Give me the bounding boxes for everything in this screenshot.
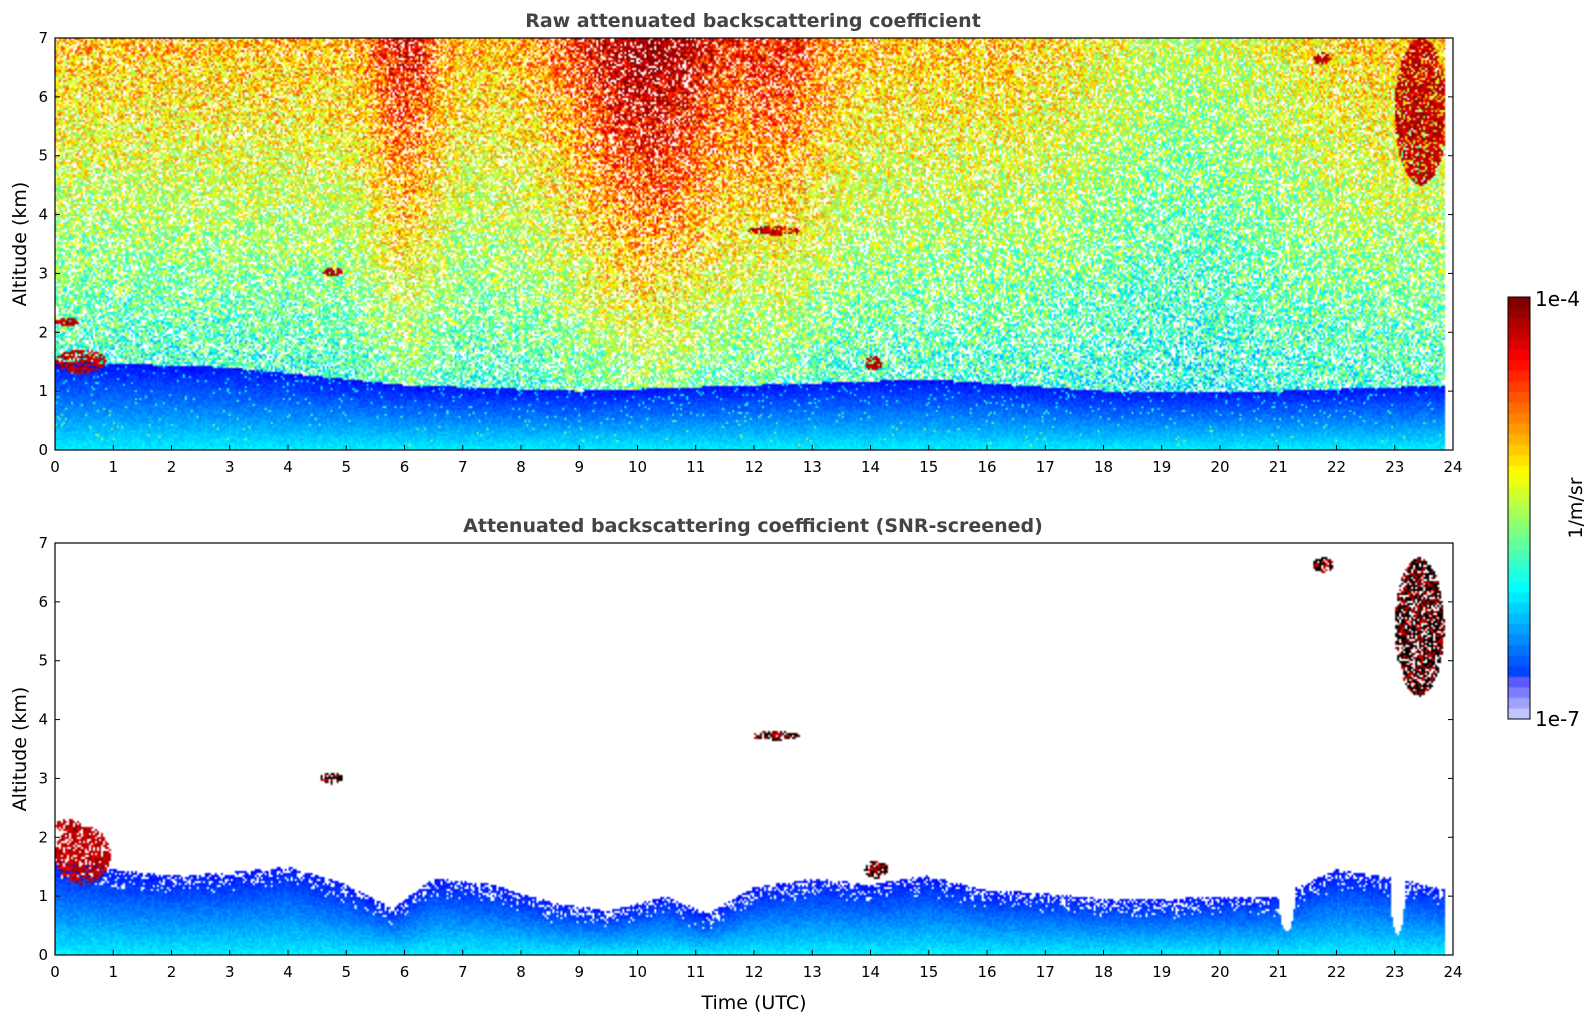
y-tick-label: 1 — [38, 887, 48, 905]
y-tick-label: 0 — [38, 441, 48, 459]
y-tick-label: 0 — [38, 946, 48, 964]
top-ylabel: Altitude (km) — [9, 182, 31, 307]
x-tick-label: 14 — [861, 458, 880, 476]
x-tick-label: 9 — [574, 963, 584, 981]
x-tick-label: 17 — [1036, 458, 1055, 476]
x-tick-label: 0 — [50, 458, 60, 476]
x-tick-label: 2 — [167, 458, 177, 476]
y-tick-label: 7 — [38, 534, 48, 552]
x-tick-label: 7 — [458, 458, 468, 476]
x-tick-label: 10 — [628, 458, 647, 476]
bottom-ylabel: Altitude (km) — [9, 687, 31, 812]
colorbar-unit-label: 1/m/sr — [1565, 477, 1587, 538]
x-tick-label: 19 — [1152, 458, 1171, 476]
top-heatmap-image — [55, 38, 1453, 450]
y-tick-label: 3 — [38, 264, 48, 282]
x-tick-label: 4 — [283, 963, 293, 981]
bottom-axis-ticks: 0 1 2 3 4 5 6 7 8 9 10 11 12 13 14 15 16 17 18 19 20 21 22 23 24… — [38, 534, 1462, 981]
x-tick-label: 12 — [744, 963, 763, 981]
x-tick-label: 18 — [1094, 963, 1113, 981]
y-tick-label: 5 — [38, 147, 48, 165]
x-tick-label: 1 — [108, 458, 118, 476]
colorbar-min-label: 1e-7 — [1535, 707, 1580, 731]
top-axis-ticks: 0 1 2 3 4 5 6 7 8 9 10 11 12 13 14 15 16 17 18 19 20 21 22 23 24… — [38, 29, 1462, 476]
x-tick-label: 14 — [861, 963, 880, 981]
x-tick-label: 17 — [1036, 963, 1055, 981]
x-tick-label: 13 — [803, 963, 822, 981]
x-tick-label: 3 — [225, 458, 235, 476]
y-tick-label: 2 — [38, 828, 48, 846]
x-tick-label: 20 — [1210, 458, 1229, 476]
x-tick-label: 21 — [1269, 458, 1288, 476]
x-tick-label: 18 — [1094, 458, 1113, 476]
x-tick-label: 15 — [919, 458, 938, 476]
x-tick-label: 15 — [919, 963, 938, 981]
bottom-xlabel: Time (UTC) — [700, 992, 806, 1014]
y-tick-label: 1 — [38, 382, 48, 400]
y-tick-label: 4 — [38, 711, 48, 729]
x-tick-label: 20 — [1210, 963, 1229, 981]
x-tick-label: 12 — [744, 458, 763, 476]
x-tick-label: 9 — [574, 458, 584, 476]
x-tick-label: 8 — [516, 458, 526, 476]
x-tick-label: 24 — [1443, 458, 1462, 476]
colorbar-gradient — [1508, 297, 1530, 719]
x-tick-label: 2 — [167, 963, 177, 981]
x-tick-label: 19 — [1152, 963, 1171, 981]
x-tick-label: 23 — [1385, 458, 1404, 476]
bottom-heatmap-image — [55, 543, 1453, 955]
x-tick-label: 5 — [341, 963, 351, 981]
x-tick-label: 0 — [50, 963, 60, 981]
x-tick-label: 10 — [628, 963, 647, 981]
x-tick-label: 6 — [400, 963, 410, 981]
x-tick-label: 23 — [1385, 963, 1404, 981]
colorbar-max-label: 1e-4 — [1535, 287, 1580, 311]
x-tick-label: 16 — [977, 963, 996, 981]
y-tick-label: 4 — [38, 206, 48, 224]
y-tick-label: 6 — [38, 593, 48, 611]
x-tick-label: 22 — [1327, 963, 1346, 981]
x-tick-label: 4 — [283, 458, 293, 476]
x-tick-label: 11 — [686, 458, 705, 476]
y-tick-label: 2 — [38, 323, 48, 341]
y-tick-label: 6 — [38, 88, 48, 106]
x-tick-label: 16 — [977, 458, 996, 476]
x-tick-label: 6 — [400, 458, 410, 476]
top-panel-title: Raw attenuated backscattering coefficien… — [525, 10, 981, 32]
x-tick-label: 11 — [686, 963, 705, 981]
y-tick-label: 7 — [38, 29, 48, 47]
colorbar-frame — [1507, 296, 1531, 720]
x-tick-label: 22 — [1327, 458, 1346, 476]
y-tick-label: 3 — [38, 769, 48, 787]
y-tick-label: 5 — [38, 652, 48, 670]
x-tick-label: 24 — [1443, 963, 1462, 981]
bottom-panel-title: Attenuated backscattering coefficient (S… — [463, 515, 1043, 537]
x-tick-label: 8 — [516, 963, 526, 981]
x-tick-label: 13 — [803, 458, 822, 476]
x-tick-label: 21 — [1269, 963, 1288, 981]
x-tick-label: 5 — [341, 458, 351, 476]
x-tick-label: 1 — [108, 963, 118, 981]
x-tick-label: 3 — [225, 963, 235, 981]
x-tick-label: 7 — [458, 963, 468, 981]
